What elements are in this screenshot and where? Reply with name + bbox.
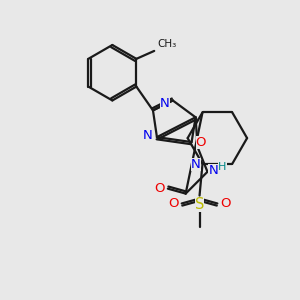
Text: N: N: [160, 98, 170, 110]
Text: O: O: [168, 197, 179, 210]
Text: O: O: [196, 136, 206, 148]
Text: N: N: [143, 129, 153, 142]
Text: CH₃: CH₃: [157, 39, 176, 49]
Text: N: N: [208, 164, 218, 177]
Text: S: S: [195, 196, 204, 211]
Text: N: N: [191, 158, 200, 171]
Text: H: H: [218, 162, 227, 172]
Text: O: O: [220, 197, 231, 210]
Text: O: O: [154, 182, 165, 195]
